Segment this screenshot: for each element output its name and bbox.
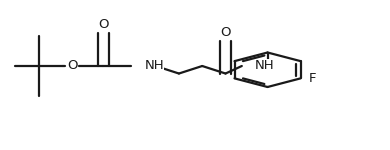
Text: F: F: [309, 72, 317, 85]
Text: O: O: [220, 26, 231, 39]
Text: NH: NH: [255, 60, 275, 72]
Text: O: O: [98, 18, 108, 31]
Text: NH: NH: [145, 60, 164, 72]
Text: O: O: [67, 60, 77, 72]
